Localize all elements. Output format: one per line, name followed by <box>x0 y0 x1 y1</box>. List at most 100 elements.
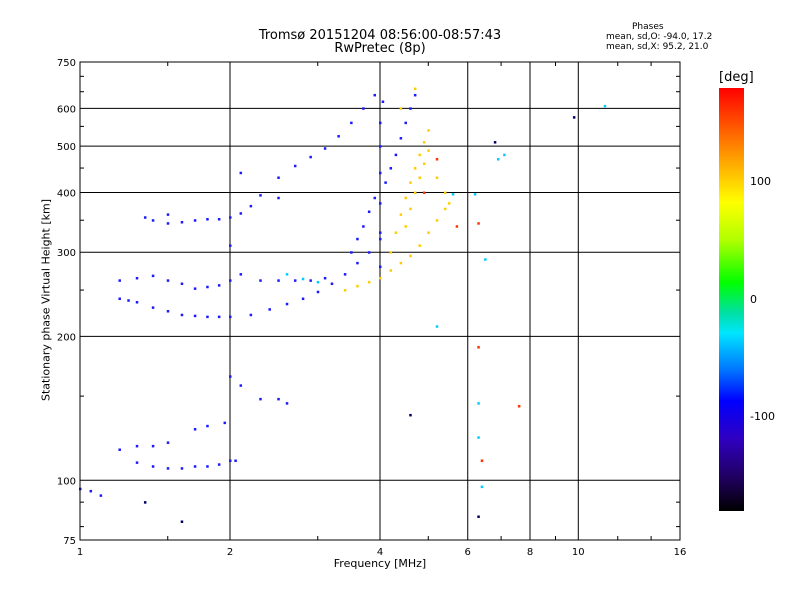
grid-lines <box>80 62 680 540</box>
data-point <box>404 196 407 200</box>
data-point <box>206 218 209 221</box>
colorbar-tick-label: -100 <box>750 410 775 423</box>
chart-subtitle: RwPretec (8p) <box>334 41 426 56</box>
data-point <box>409 107 412 110</box>
colorbar <box>719 88 744 511</box>
data-point <box>151 274 155 278</box>
x-tick-label: 8 <box>527 547 533 558</box>
data-point <box>413 93 417 97</box>
y-tick-label: 100 <box>57 476 76 487</box>
data-point <box>229 279 232 282</box>
data-point <box>447 202 451 205</box>
data-point <box>193 219 197 222</box>
data-point <box>239 212 243 215</box>
data-point <box>422 162 426 165</box>
data-point <box>493 141 497 144</box>
data-point <box>477 436 480 439</box>
data-point <box>394 231 398 234</box>
data-point <box>443 191 447 194</box>
data-point <box>603 104 607 108</box>
y-tick-label: 600 <box>57 104 76 115</box>
colorbar-tick-label: 100 <box>750 175 771 188</box>
data-point <box>379 231 382 234</box>
data-point <box>379 276 382 280</box>
data-point <box>285 273 289 276</box>
data-point <box>151 219 155 222</box>
data-point <box>135 276 139 280</box>
x-tick-label: 10 <box>572 547 585 558</box>
data-point <box>379 121 382 125</box>
chart-title: Tromsø 20151204 08:56:00-08:57:43 <box>258 28 502 43</box>
data-point <box>480 485 484 489</box>
data-point <box>379 145 382 148</box>
data-point <box>484 258 487 261</box>
data-point <box>418 153 421 157</box>
data-point <box>151 444 155 448</box>
data-point <box>367 280 371 284</box>
data-point <box>379 237 382 241</box>
data-point <box>443 207 447 211</box>
data-point <box>277 176 280 179</box>
data-point <box>427 149 430 152</box>
x-tick-label: 2 <box>227 547 233 558</box>
data-point <box>316 290 320 294</box>
data-point <box>166 441 170 444</box>
data-point <box>418 244 421 247</box>
data-point <box>234 459 237 462</box>
data-point <box>166 467 170 470</box>
data-point <box>229 315 232 319</box>
data-point <box>394 153 398 157</box>
data-point <box>193 428 197 431</box>
data-point <box>418 176 421 179</box>
data-point <box>480 459 484 462</box>
data-point <box>118 297 121 301</box>
data-point <box>367 251 371 254</box>
data-point <box>356 261 359 265</box>
data-point <box>151 465 155 468</box>
axis-ticks: 1 2 4 6 8 10 16 75 100 200 300 400 500 600 750 <box>57 58 686 558</box>
data-point <box>367 210 371 214</box>
data-point <box>249 204 253 208</box>
data-point <box>384 181 387 184</box>
data-point <box>193 465 197 468</box>
data-point <box>135 461 139 464</box>
data-point <box>166 213 170 216</box>
data-point <box>166 222 170 225</box>
y-tick-label: 300 <box>57 248 76 259</box>
data-point <box>413 87 417 91</box>
data-point <box>180 313 184 317</box>
y-axis-label: Stationary phase Virtual Height [km] <box>39 198 53 402</box>
data-point <box>389 269 393 272</box>
colorbar-tick-label: 0 <box>750 292 757 306</box>
data-point <box>477 515 480 518</box>
data-point <box>477 346 480 349</box>
data-point <box>223 421 227 425</box>
x-tick-label: 1 <box>77 547 83 558</box>
data-point <box>259 279 262 282</box>
data-point <box>229 459 232 462</box>
data-point <box>356 237 359 241</box>
colorbar-title: [deg] <box>719 70 754 85</box>
data-point <box>404 225 407 228</box>
data-point <box>343 289 347 292</box>
data-point <box>455 225 459 228</box>
data-point <box>409 207 412 211</box>
data-point <box>409 254 412 258</box>
data-point <box>399 137 403 140</box>
data-point <box>89 489 93 493</box>
x-tick-label: 4 <box>377 547 383 558</box>
data-point <box>350 121 353 125</box>
data-point <box>217 218 221 221</box>
data-point <box>180 221 184 224</box>
data-point <box>293 164 297 168</box>
data-point <box>503 153 506 157</box>
data-point <box>330 282 334 286</box>
data-point <box>301 277 305 281</box>
data-point <box>389 167 393 170</box>
data-point <box>229 244 232 247</box>
data-point <box>193 314 197 318</box>
data-point <box>239 171 243 175</box>
data-point <box>277 279 280 282</box>
data-point <box>166 310 170 313</box>
